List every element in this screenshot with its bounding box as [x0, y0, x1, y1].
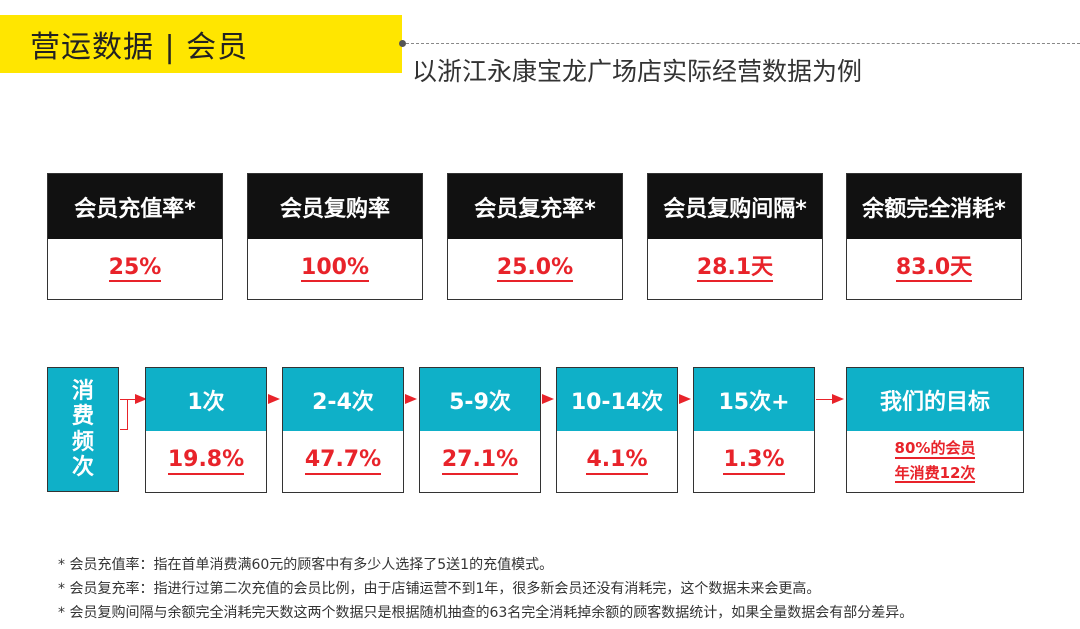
frequency-card-5-9: 5-9次 27.1% [419, 367, 541, 493]
goal-card: 我们的目标 80%的会员 年消费12次 [846, 367, 1024, 493]
arrow-icon [679, 394, 691, 404]
footnote: * 会员复购间隔与余额完全消耗完天数这两个数据只是根据随机抽查的63名完全消耗掉… [58, 605, 914, 621]
goal-line-1: 80%的会员 [894, 439, 976, 459]
frequency-value: 19.8% [167, 448, 245, 475]
metric-label: 会员复购间隔* [648, 174, 822, 239]
page-title: 营运数据 | 会员 [30, 30, 249, 65]
metric-value: 83.0天 [895, 255, 973, 283]
metric-card-repurchase-rate: 会员复购率 100% [247, 173, 423, 300]
metric-value: 100% [301, 255, 369, 283]
frequency-bucket-label: 15次+ [694, 368, 814, 431]
arrow-icon [832, 394, 844, 404]
frequency-connector [128, 399, 136, 400]
footnotes: * 会员充值率：指在首单消费满60元的顾客中有多少人选择了5送1的充值模式。 *… [58, 553, 913, 625]
arrow-icon [405, 394, 417, 404]
metric-card-recharge-rate: 会员充值率* 25% [47, 173, 223, 300]
title-rule-dot [399, 40, 406, 47]
metric-label: 会员充值率* [48, 174, 222, 239]
frequency-bucket-label: 10-14次 [557, 368, 677, 431]
frequency-card-1: 1次 19.8% [145, 367, 267, 493]
page-subtitle: 以浙江永康宝龙广场店实际经营数据为例 [412, 57, 863, 86]
frequency-card-10-14: 10-14次 4.1% [556, 367, 678, 493]
frequency-value: 27.1% [441, 448, 519, 475]
metric-card-repurchase-interval: 会员复购间隔* 28.1天 [647, 173, 823, 300]
footnote: * 会员复充率：指进行过第二次充值的会员比例，由于店铺运营不到1年，很多新会员还… [58, 581, 821, 597]
title-rule [406, 43, 1080, 44]
metric-value: 25.0% [496, 255, 574, 283]
goal-connector [816, 399, 832, 400]
frequency-label: 消费频次 [47, 367, 119, 492]
arrow-icon [135, 394, 147, 404]
metric-value: 25% [108, 255, 162, 283]
frequency-bucket-label: 2-4次 [283, 368, 403, 431]
metric-label: 会员复充率* [448, 174, 622, 239]
frequency-value: 4.1% [586, 448, 648, 475]
frequency-bucket-label: 5-9次 [420, 368, 540, 431]
metric-card-balance-consumption: 余额完全消耗* 83.0天 [846, 173, 1022, 300]
title-banner: 营运数据 | 会员 [0, 15, 402, 73]
arrow-icon [542, 394, 554, 404]
metric-value: 28.1天 [696, 255, 774, 283]
frequency-bracket [120, 399, 128, 430]
frequency-bucket-label: 1次 [146, 368, 266, 431]
arrow-icon [268, 394, 280, 404]
frequency-value: 47.7% [304, 448, 382, 475]
goal-label: 我们的目标 [847, 368, 1023, 431]
footnote: * 会员充值率：指在首单消费满60元的顾客中有多少人选择了5送1的充值模式。 [58, 557, 554, 573]
metric-label: 余额完全消耗* [847, 174, 1021, 239]
frequency-card-15-plus: 15次+ 1.3% [693, 367, 815, 493]
goal-line-2: 年消费12次 [894, 463, 976, 483]
frequency-card-2-4: 2-4次 47.7% [282, 367, 404, 493]
metric-label: 会员复购率 [248, 174, 422, 239]
frequency-value: 1.3% [723, 448, 785, 475]
metric-card-rerecharge-rate: 会员复充率* 25.0% [447, 173, 623, 300]
